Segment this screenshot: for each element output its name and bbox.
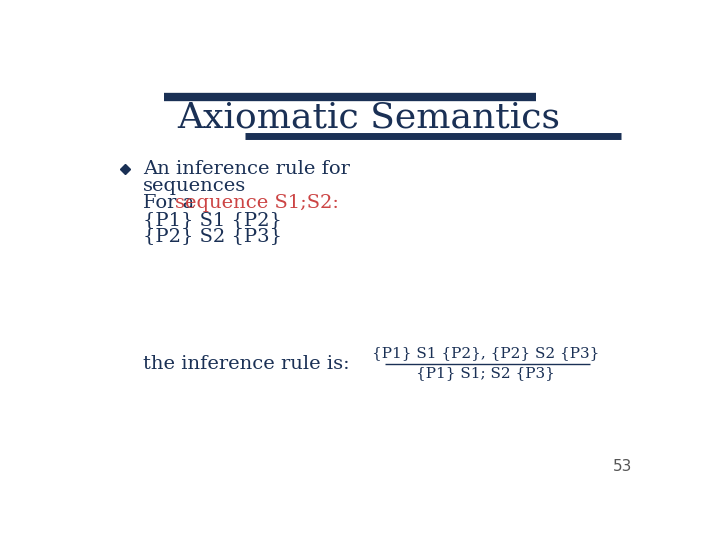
Text: {P1} S1 {P2}, {P2} S2 {P3}: {P1} S1 {P2}, {P2} S2 {P3} <box>372 347 599 361</box>
Text: the inference rule is:: the inference rule is: <box>143 355 349 373</box>
Text: {P1} S1 {P2}: {P1} S1 {P2} <box>143 211 282 228</box>
Text: sequences: sequences <box>143 177 246 195</box>
Text: sequence S1;S2:: sequence S1;S2: <box>175 194 339 212</box>
Text: {P1} S1; S2 {P3}: {P1} S1; S2 {P3} <box>416 367 554 381</box>
Text: For a: For a <box>143 194 200 212</box>
Text: 53: 53 <box>613 460 632 475</box>
Text: {P2} S2 {P3}: {P2} S2 {P3} <box>143 227 282 246</box>
Text: Axiomatic Semantics: Axiomatic Semantics <box>178 101 560 135</box>
Text: An inference rule for: An inference rule for <box>143 160 350 178</box>
